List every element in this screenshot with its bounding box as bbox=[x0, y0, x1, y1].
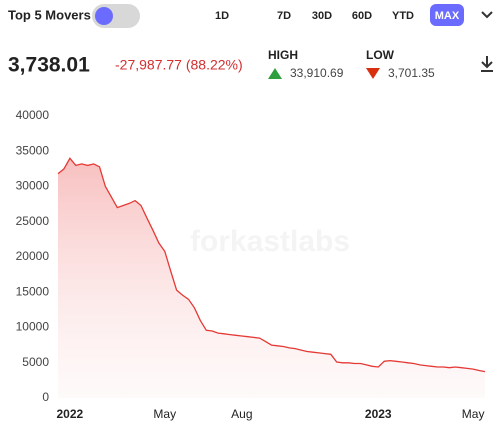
range-active-bg bbox=[430, 4, 464, 26]
x-tick-label: May bbox=[462, 407, 485, 421]
line bbox=[57, 157, 486, 373]
download[interactable] bbox=[481, 56, 493, 72]
range-button[interactable]: 60D bbox=[352, 10, 372, 22]
toggle-label: Top 5 Movers bbox=[8, 7, 91, 22]
y-tick-label: 40000 bbox=[16, 108, 50, 122]
range-button[interactable]: 30D bbox=[312, 10, 332, 22]
y-tick-label: 25000 bbox=[16, 214, 50, 228]
range-label: MAX bbox=[435, 10, 460, 22]
range-button[interactable]: 7D bbox=[277, 10, 291, 22]
down-arrow bbox=[366, 68, 380, 79]
low-value: 3,701.35 bbox=[388, 66, 435, 80]
y-tick-label: 15000 bbox=[16, 284, 50, 298]
y-tick-label: 20000 bbox=[16, 249, 50, 263]
range-label: YTD bbox=[392, 10, 414, 22]
range-button[interactable]: 1D bbox=[215, 10, 229, 22]
range-label: 60D bbox=[352, 10, 372, 22]
y-tick-label: 5000 bbox=[22, 355, 49, 369]
download-icon bbox=[481, 56, 493, 72]
range-button[interactable]: YTD bbox=[392, 10, 414, 22]
y-tick-label: 0 bbox=[42, 390, 49, 404]
y-tick-label: 30000 bbox=[16, 179, 50, 193]
area-fill bbox=[58, 158, 485, 398]
chevron[interactable] bbox=[481, 11, 493, 19]
up-arrow bbox=[268, 68, 282, 79]
x-tick-label: May bbox=[153, 407, 176, 421]
x-tick-label: 2022 bbox=[57, 407, 84, 421]
toggle[interactable] bbox=[92, 4, 140, 28]
range-button[interactable]: MAX bbox=[430, 4, 464, 26]
x-tick-label: 2023 bbox=[365, 407, 392, 421]
y-tick-label: 10000 bbox=[16, 320, 50, 334]
high-value: 33,910.69 bbox=[290, 66, 344, 80]
toggle-knob bbox=[95, 7, 113, 25]
price: 3,738.01 bbox=[8, 54, 90, 77]
change: -27,987.77 (88.22%) bbox=[115, 57, 243, 73]
range-label: 7D bbox=[277, 10, 291, 22]
y-tick-label: 35000 bbox=[16, 143, 50, 157]
x-tick-label: Aug bbox=[231, 407, 252, 421]
range-label: 1D bbox=[215, 10, 229, 22]
high-label: HIGH bbox=[268, 48, 298, 62]
watermark: forkastlabs bbox=[190, 225, 350, 258]
range-label: 30D bbox=[312, 10, 332, 22]
low-label: LOW bbox=[366, 48, 395, 62]
